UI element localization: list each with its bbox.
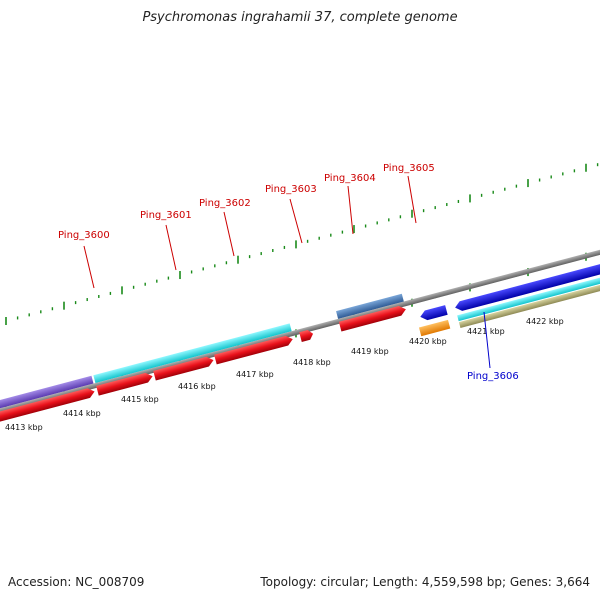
gene-label-ping-3603[interactable]: Ping_3603 [265, 184, 317, 195]
leader-line [289, 198, 303, 244]
kbp-label: 4417 kbp [236, 370, 274, 379]
gene-bar-orange[interactable] [418, 319, 451, 337]
cds-arrow[interactable] [338, 304, 407, 332]
gene-leader-lines [83, 175, 491, 369]
gene-label-ping-3605[interactable]: Ping_3605 [383, 163, 435, 174]
cds-arrow[interactable] [214, 334, 294, 365]
kbp-label: 4415 kbp [121, 395, 159, 404]
kbp-label: 4419 kbp [351, 347, 389, 356]
upper-scale-track [5, 163, 599, 325]
kbp-label: 4413 kbp [5, 423, 43, 432]
kbp-label: 4416 kbp [178, 382, 216, 391]
leader-line [223, 211, 235, 257]
leader-line [483, 311, 491, 369]
cds-arrow[interactable] [153, 355, 215, 381]
leader-line [347, 185, 354, 235]
gene-bar-purple[interactable] [0, 375, 94, 411]
leader-line [407, 175, 417, 224]
accession-text: Accession: NC_008709 [8, 575, 145, 589]
kbp-label: 4420 kbp [409, 337, 447, 346]
gene-label-ping-3606[interactable]: Ping_3606 [467, 371, 519, 382]
cds-arrow[interactable] [0, 387, 96, 423]
kbp-label: 4422 kbp [526, 317, 564, 326]
cds-arrow[interactable] [299, 329, 314, 342]
page-title: Psychromonas ingrahamii 37, complete gen… [142, 10, 458, 25]
gene-label-ping-3601[interactable]: Ping_3601 [140, 210, 192, 221]
genome-backbone [0, 224, 600, 435]
gene-labels: Ping_3600 Ping_3601 Ping_3602 Ping_3603 … [58, 163, 519, 382]
gene-bar-cyan[interactable] [93, 323, 292, 384]
gene-bar-khaki[interactable] [458, 271, 600, 328]
gene-label-ping-3600[interactable]: Ping_3600 [58, 230, 110, 241]
reverse-gene-arrow-blue[interactable] [454, 251, 600, 313]
gene-bar-cyan[interactable] [457, 264, 600, 322]
genome-summary-text: Topology: circular; Length: 4,559,598 bp… [260, 575, 590, 589]
kbp-label: 4414 kbp [63, 409, 101, 418]
kbp-label: 4418 kbp [293, 358, 331, 367]
reverse-gene-arrow-blue[interactable] [419, 305, 448, 322]
gene-label-ping-3602[interactable]: Ping_3602 [199, 198, 251, 209]
leader-line [165, 224, 177, 271]
gene-label-ping-3604[interactable]: Ping_3604 [324, 173, 376, 184]
gene-bar-steel[interactable] [336, 293, 404, 319]
leader-line [83, 245, 95, 289]
cds-arrow[interactable] [96, 371, 154, 396]
